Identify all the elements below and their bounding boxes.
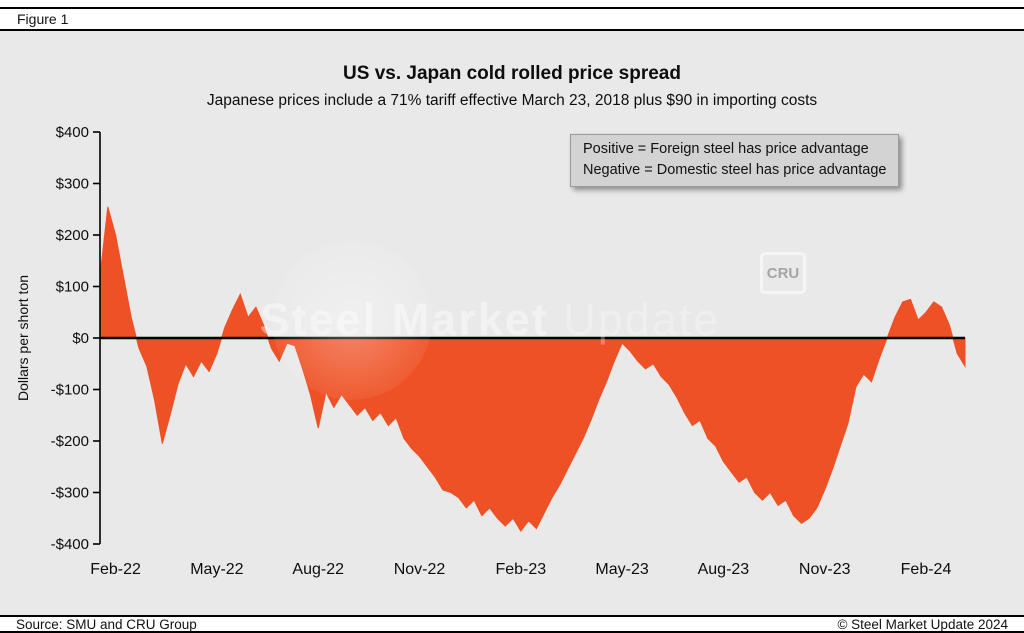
y-axis-title: Dollars per short ton: [15, 274, 31, 402]
y-tick-label: -$100: [51, 382, 89, 399]
x-tick-label: Aug-22: [292, 561, 344, 578]
price-spread-area-chart: $400$300$200$100$0-$100-$200-$300-$400Fe…: [51, 124, 966, 578]
y-tick-label: $200: [56, 227, 89, 244]
header-rule: [0, 29, 1024, 31]
legend-line-positive: Positive = Foreign steel has price advan…: [583, 141, 869, 157]
source-credit: Source: SMU and CRU Group: [16, 616, 197, 632]
y-tick-label: $100: [56, 279, 89, 296]
legend-line-negative: Negative = Domestic steel has price adva…: [583, 162, 887, 178]
y-tick-label: -$300: [51, 485, 89, 502]
x-tick-label: Nov-23: [799, 561, 851, 578]
x-tick-label: Aug-23: [698, 561, 750, 578]
legend-note-box: Positive = Foreign steel has price advan…: [570, 134, 900, 187]
x-tick-label: Nov-22: [394, 561, 446, 578]
x-tick-label: May-22: [190, 561, 243, 578]
chart-title: US vs. Japan cold rolled price spread: [343, 63, 681, 84]
y-tick-label: $400: [56, 124, 89, 141]
y-tick-label: $0: [72, 330, 89, 347]
x-tick-label: May-23: [595, 561, 648, 578]
area-series: [99, 206, 966, 532]
copyright-notice: © Steel Market Update 2024: [837, 616, 1008, 632]
x-tick-label: Feb-24: [901, 561, 952, 578]
figure-footer: Source: SMU and CRU Group © Steel Market…: [0, 615, 1024, 633]
figure-header: Figure 1: [0, 0, 1024, 31]
figure-label: Figure 1: [17, 11, 69, 27]
y-tick-label: $300: [56, 176, 89, 193]
x-tick-label: Feb-23: [495, 561, 546, 578]
chart-subtitle: Japanese prices include a 71% tariff eff…: [206, 92, 818, 109]
y-tick-label: -$200: [51, 433, 89, 450]
top-rule: [0, 7, 1024, 9]
y-tick-label: -$400: [51, 536, 89, 553]
x-tick-label: Feb-22: [90, 561, 141, 578]
